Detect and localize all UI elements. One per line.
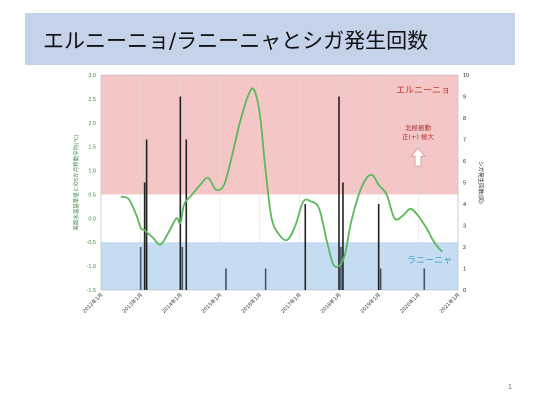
annotation-text: 正(+) 極大 [402, 132, 435, 141]
y-right-tick-label: 2 [463, 245, 466, 251]
y-right-tick-label: 3 [463, 224, 466, 230]
x-tick-label: 2018年1月 [319, 291, 342, 314]
sighting-bar [185, 139, 188, 290]
y-right-tick-label: 6 [463, 159, 466, 165]
x-tick-label: 2016年1月 [240, 291, 263, 314]
title-bar: エルニーニョ/ラニーニャとシガ発生回数 [25, 13, 515, 65]
la-nina-label: ラニーニャ [407, 255, 452, 266]
sighting-bar [379, 268, 382, 290]
la-nina-band [101, 242, 458, 290]
y-left-tick-label: -1.0 [87, 264, 96, 270]
y-right-tick-label: 0 [463, 288, 466, 294]
y-right-tick-label: 1 [463, 267, 466, 273]
slide-title: エルニーニョ/ラニーニャとシガ発生回数 [43, 29, 429, 53]
y-left-tick-label: 1.0 [88, 169, 96, 175]
sighting-bar [264, 268, 267, 290]
y-left-tick-label: 0.0 [88, 216, 96, 222]
y-right-tick-label: 10 [463, 73, 469, 79]
x-tick-label: 2012年1月 [81, 291, 104, 314]
up-arrow-icon [409, 147, 427, 167]
el-nino-band [101, 75, 458, 195]
y-left-tick-label: 2.0 [88, 121, 96, 127]
sighting-bar [145, 139, 148, 290]
sighting-bar [423, 268, 426, 290]
sighting-bar [179, 96, 182, 290]
sighting-bar [139, 247, 142, 290]
sighting-bar [181, 247, 184, 290]
y-right-axis-title: シガ発生回数(回) [477, 161, 485, 204]
x-tick-label: 2017年1月 [279, 291, 302, 314]
y-right-tick-label: 4 [463, 202, 466, 208]
y-left-tick-label: 2.5 [88, 97, 96, 103]
y-right-tick-label: 5 [463, 181, 466, 187]
oni-line [120, 87, 443, 268]
plot-frame [100, 74, 459, 291]
sighting-bar [143, 182, 146, 290]
sighting-bar [225, 268, 227, 290]
y-left-tick-label: 1.5 [88, 145, 96, 151]
y-left-tick-label: -1.5 [87, 288, 96, 294]
y-right-tick-label: 7 [463, 138, 466, 144]
y-right-tick-label: 9 [463, 95, 466, 101]
x-tick-label: 2015年1月 [200, 291, 223, 314]
sighting-bar [304, 204, 307, 290]
y-left-axis-title: 海面水温基準値との5か月移動平均(℃) [72, 134, 80, 230]
el-nino-label: エルニーニョ [396, 86, 450, 96]
y-right-tick-label: 8 [463, 116, 466, 122]
y-left-tick-label: -0.5 [87, 240, 96, 246]
sighting-bar [342, 182, 344, 290]
annotation-text: 北極振動 [405, 123, 432, 132]
x-tick-label: 2013年1月 [121, 291, 144, 314]
sighting-bar [377, 204, 380, 290]
x-tick-label: 2020年1月 [398, 291, 421, 314]
sighting-bar [340, 247, 342, 290]
y-left-tick-label: 0.5 [88, 192, 96, 198]
sighting-bar [338, 96, 340, 290]
x-tick-label: 2021年1月 [438, 291, 461, 314]
x-tick-label: 2019年1月 [359, 291, 382, 314]
y-left-tick-label: 3.0 [88, 73, 96, 79]
slide-page-number: 1 [508, 384, 512, 391]
x-tick-label: 2014年1月 [160, 291, 183, 314]
